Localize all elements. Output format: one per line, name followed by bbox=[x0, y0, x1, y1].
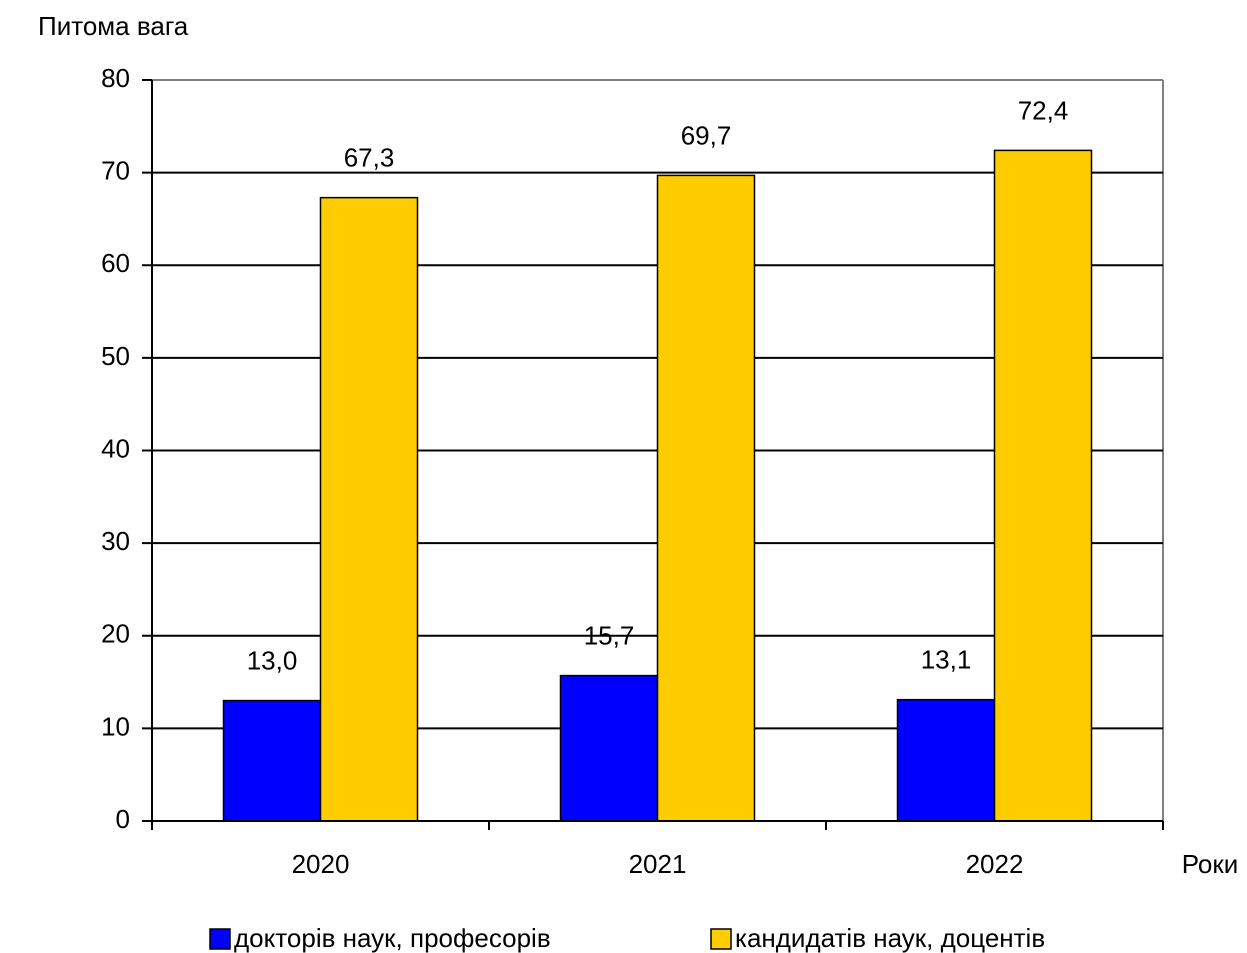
data-label: 69,7 bbox=[681, 120, 732, 150]
y-tick-label: 80 bbox=[101, 63, 130, 93]
legend-swatch bbox=[710, 928, 732, 950]
y-tick-label: 30 bbox=[101, 526, 130, 556]
bar bbox=[993, 149, 1093, 822]
bar bbox=[222, 699, 322, 822]
bar bbox=[896, 698, 996, 822]
data-label: 72,4 bbox=[1018, 95, 1069, 125]
bar bbox=[559, 674, 659, 822]
legend-label: докторів наук, професорів bbox=[234, 923, 551, 953]
x-tick-label: 2021 bbox=[629, 849, 687, 879]
bar bbox=[656, 174, 756, 822]
data-label: 13,0 bbox=[247, 645, 298, 675]
x-axis-label: Роки bbox=[1182, 849, 1239, 879]
y-tick-label: 0 bbox=[116, 804, 130, 834]
y-tick-label: 10 bbox=[101, 711, 130, 741]
y-axis-label: Питома вага bbox=[38, 11, 189, 41]
y-tick-label: 60 bbox=[101, 248, 130, 278]
x-tick-label: 2020 bbox=[292, 849, 350, 879]
bar bbox=[319, 196, 419, 822]
y-tick-label: 20 bbox=[101, 619, 130, 649]
legend-label: кандидатів наук, доцентів bbox=[735, 923, 1045, 953]
y-tick-label: 50 bbox=[101, 341, 130, 371]
legend-swatch bbox=[209, 928, 231, 950]
y-tick-label: 70 bbox=[101, 156, 130, 186]
data-label: 13,1 bbox=[921, 645, 972, 675]
x-tick-label: 2022 bbox=[966, 849, 1024, 879]
y-tick-label: 40 bbox=[101, 433, 130, 463]
data-label: 15,7 bbox=[584, 620, 635, 650]
data-label: 67,3 bbox=[344, 143, 395, 173]
